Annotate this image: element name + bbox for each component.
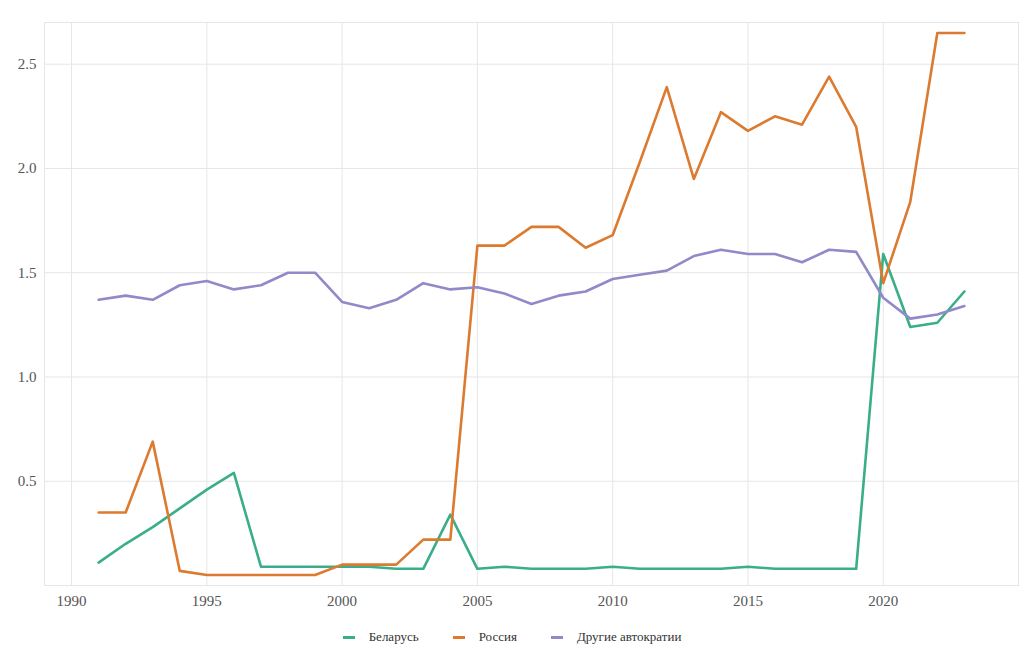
svg-text:1995: 1995 <box>192 593 222 609</box>
html-text:Россия: Россия <box>478 629 517 644</box>
svg-text:0.5: 0.5 <box>18 473 37 489</box>
svg-text:2.0: 2.0 <box>18 160 37 176</box>
svg-text:2000: 2000 <box>327 593 357 609</box>
svg-text:2015: 2015 <box>733 593 763 609</box>
svg-text:2005: 2005 <box>462 593 492 609</box>
html-text:Беларусь: Беларусь <box>368 629 419 644</box>
svg-text:1.5: 1.5 <box>18 265 37 281</box>
svg-text:2010: 2010 <box>598 593 628 609</box>
svg-text:2020: 2020 <box>868 593 898 609</box>
svg-text:2.5: 2.5 <box>18 56 37 72</box>
svg-text:1.0: 1.0 <box>18 369 37 385</box>
svg-text:1990: 1990 <box>57 593 87 609</box>
html-text:Другие автократии: Другие автократии <box>576 629 682 644</box>
